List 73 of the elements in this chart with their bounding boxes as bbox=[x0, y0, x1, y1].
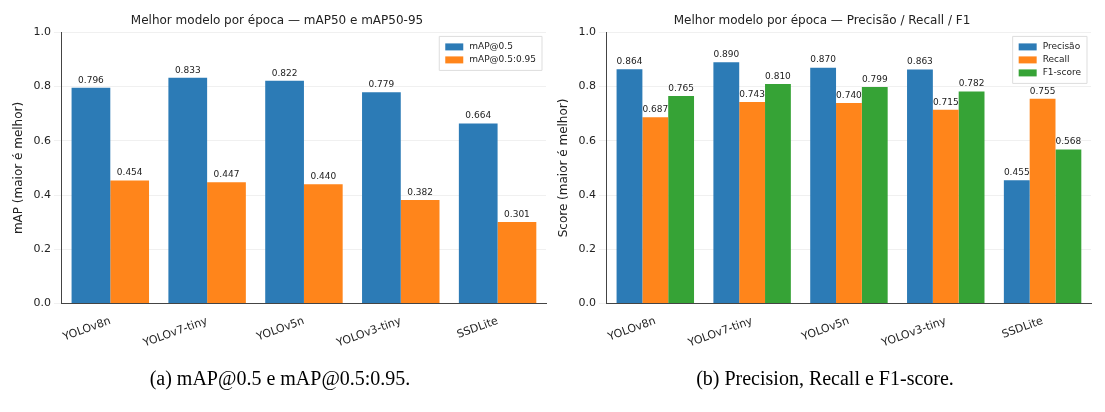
chart-title: Melhor modelo por época — mAP50 e mAP50-95 bbox=[130, 13, 424, 28]
legend-label: Precisão bbox=[1042, 41, 1081, 52]
bar bbox=[265, 80, 304, 304]
data-label: 0.440 bbox=[310, 171, 337, 182]
data-label: 0.664 bbox=[465, 110, 492, 121]
bar bbox=[713, 62, 740, 304]
bar bbox=[739, 102, 766, 304]
text: (a) mAP@0.5 e mAP@0.5:0.95. bbox=[148, 367, 412, 390]
data-label: 0.568 bbox=[1055, 136, 1082, 147]
data-label: 0.810 bbox=[765, 70, 792, 81]
bar bbox=[303, 184, 343, 304]
legend-label: Recall bbox=[1042, 54, 1070, 65]
bar bbox=[836, 102, 862, 304]
y-tick-label: 0.0 bbox=[33, 296, 51, 310]
bar bbox=[958, 91, 985, 304]
bar bbox=[207, 182, 246, 304]
y-axis-title: Score (maior é melhor) bbox=[556, 98, 571, 238]
data-label: 0.782 bbox=[958, 78, 985, 89]
legend-label: mAP@0.5:0.95 bbox=[469, 54, 537, 65]
data-label: 0.301 bbox=[504, 208, 530, 219]
bar bbox=[497, 221, 537, 304]
data-label: 0.890 bbox=[713, 49, 740, 60]
bar bbox=[110, 180, 150, 304]
bar bbox=[668, 96, 695, 304]
bar bbox=[1003, 180, 1030, 304]
data-label: 0.755 bbox=[1029, 85, 1056, 96]
data-label: 0.454 bbox=[116, 167, 143, 178]
y-tick-label: 1.0 bbox=[578, 25, 596, 39]
data-label: 0.765 bbox=[668, 82, 695, 93]
data-label: 0.455 bbox=[1003, 167, 1030, 177]
bar bbox=[810, 67, 837, 304]
legend-label: F1-score bbox=[1042, 67, 1082, 78]
text: (b) Precision, Recall e F1-score. bbox=[695, 367, 955, 390]
data-label: 0.870 bbox=[810, 54, 837, 65]
data-label: 0.382 bbox=[407, 186, 434, 197]
data-label: 0.799 bbox=[861, 73, 888, 84]
bar bbox=[907, 69, 933, 304]
data-label: 0.833 bbox=[174, 64, 201, 75]
data-label: 0.779 bbox=[368, 79, 395, 90]
data-label: 0.863 bbox=[907, 56, 933, 67]
bar bbox=[861, 86, 888, 304]
y-tick-label: 0.6 bbox=[578, 133, 596, 147]
y-tick-label: 0.6 bbox=[33, 133, 51, 147]
bar bbox=[362, 92, 401, 304]
data-label: 0.740 bbox=[836, 89, 863, 100]
bar bbox=[1029, 98, 1056, 304]
y-tick-label: 0.0 bbox=[578, 296, 596, 310]
chart-title: Melhor modelo por época — Precisão / Recall / F1 bbox=[673, 13, 971, 28]
data-label: 0.687 bbox=[642, 104, 669, 115]
data-label: 0.796 bbox=[78, 74, 105, 85]
bar bbox=[168, 77, 208, 304]
y-tick-label: 0.8 bbox=[33, 79, 51, 93]
legend-label: mAP@0.5 bbox=[469, 41, 513, 52]
data-label: 0.864 bbox=[616, 56, 643, 67]
y-tick-label: 0.4 bbox=[33, 187, 51, 201]
y-tick-label: 0.4 bbox=[578, 187, 596, 201]
bar bbox=[1055, 149, 1082, 304]
bar bbox=[71, 87, 111, 304]
bar bbox=[400, 199, 440, 304]
data-label: 0.447 bbox=[213, 169, 240, 180]
y-tick-label: 0.2 bbox=[33, 242, 51, 256]
y-tick-label: 1.0 bbox=[33, 25, 51, 39]
data-label: 0.822 bbox=[271, 67, 298, 78]
bar bbox=[616, 69, 643, 304]
y-tick-label: 0.8 bbox=[578, 79, 596, 93]
bar bbox=[642, 117, 669, 304]
y-tick-label: 0.2 bbox=[578, 242, 596, 256]
bar bbox=[765, 83, 791, 304]
data-label: 0.715 bbox=[932, 96, 959, 107]
bar bbox=[458, 123, 498, 304]
y-axis-title: mAP (maior é melhor) bbox=[11, 101, 26, 235]
bar bbox=[932, 109, 959, 304]
data-label: 0.743 bbox=[739, 88, 766, 99]
